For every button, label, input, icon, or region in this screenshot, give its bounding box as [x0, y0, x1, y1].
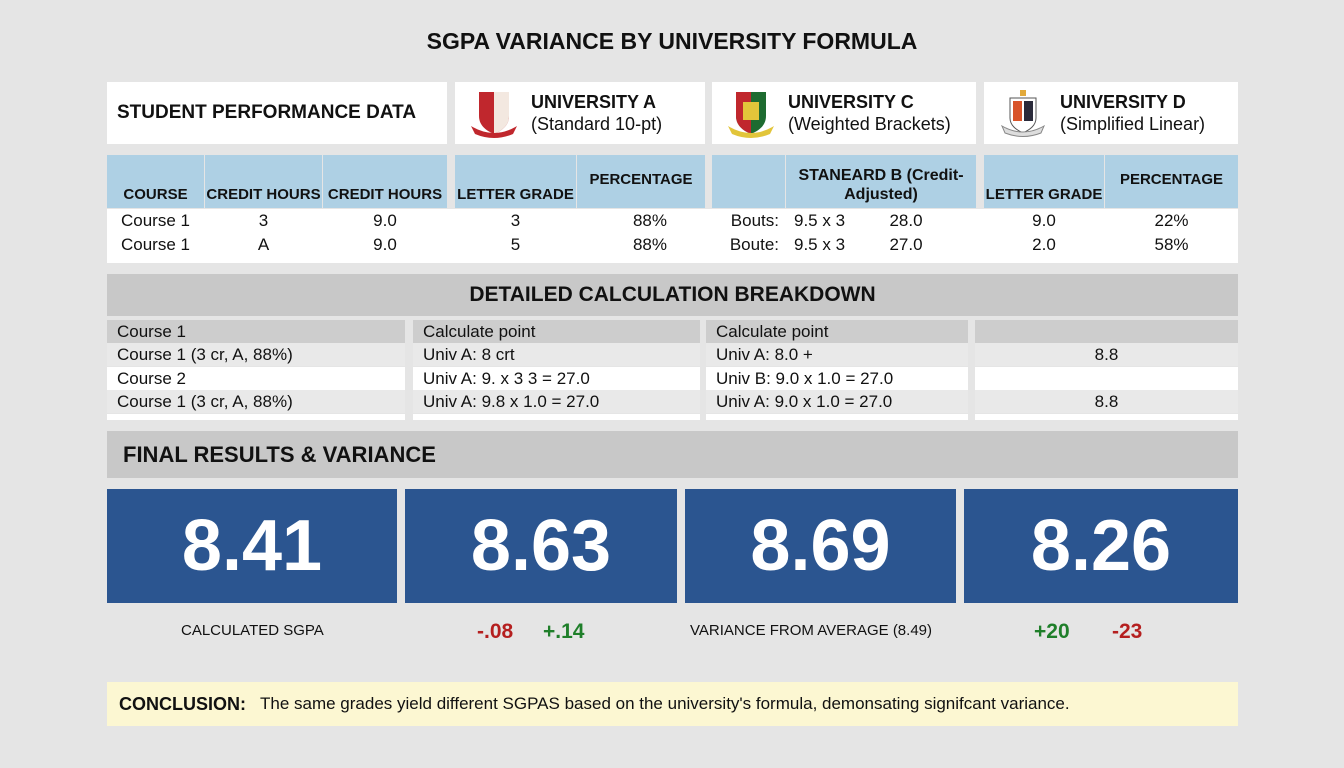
- calculated-sgpa-label: CALCULATED SGPA: [181, 622, 324, 639]
- university-c-card: UNIVERSITY C (Weighted Brackets): [712, 82, 976, 144]
- university-c-name: UNIVERSITY C: [788, 92, 914, 112]
- sgpa-university-b: 8.63: [405, 489, 677, 603]
- breakdown-spacer: [975, 414, 1238, 420]
- table-cell: 3: [205, 209, 322, 232]
- table-cell: 2.0: [984, 233, 1104, 256]
- table-cell: Bouts:: [712, 209, 785, 232]
- table-cell: 5: [455, 233, 576, 256]
- university-c-formula: (Weighted Brackets): [788, 114, 951, 134]
- breakdown-cell: 8.8: [975, 343, 1238, 366]
- col-letter-grade-d: LETTER GRADE: [984, 155, 1104, 208]
- table-cell: 28.0: [866, 209, 946, 232]
- university-a-card: UNIVERSITY A (Standard 10-pt): [455, 82, 705, 144]
- breakdown-header-cell: Calculate point: [413, 320, 700, 343]
- variance-value: -.08: [477, 620, 514, 643]
- university-d-name: UNIVERSITY D: [1060, 92, 1186, 112]
- breakdown-cell: Course 1 (3 cr, A, 88%): [107, 343, 405, 366]
- breakdown-cell: Course 1 (3 cr, A, 88%): [107, 390, 405, 413]
- student-performance-header: STUDENT PERFORMANCE DATA: [107, 82, 447, 144]
- breakdown-header-cell: Calculate point: [706, 320, 968, 343]
- col-credit-hours-2: CREDIT HOURS: [323, 155, 447, 208]
- breakdown-cell: 8.8: [975, 390, 1238, 413]
- breakdown-cell: Univ A: 9. x 3 3 = 27.0: [413, 367, 700, 390]
- table-cell: Course 1: [107, 209, 204, 232]
- col-percentage-a: PERCENTAGE: [577, 155, 705, 208]
- breakdown-cell: [975, 367, 1238, 390]
- breakdown-spacer: [706, 414, 968, 420]
- variance-value: +.14: [543, 620, 585, 643]
- col-letter-grade-a: LETTER GRADE: [455, 155, 576, 208]
- conclusion-text: The same grades yield different SGPAS ba…: [260, 694, 1070, 713]
- breakdown-cell: Univ A: 8.0 +: [706, 343, 968, 366]
- col-credit-hours: CREDIT HOURS: [205, 155, 322, 208]
- table-cell: 9.0: [984, 209, 1104, 232]
- table-cell: 9.0: [323, 233, 447, 256]
- table-cell: 22%: [1105, 209, 1238, 232]
- sgpa-university-d: 8.26: [964, 489, 1238, 603]
- table-cell: 3: [455, 209, 576, 232]
- sgpa-university-c: 8.69: [685, 489, 956, 603]
- breakdown-title: DETAILED CALCULATION BREAKDOWN: [107, 274, 1238, 316]
- university-d-crest-icon: [1000, 90, 1046, 137]
- table-cell: Boute:: [712, 233, 785, 256]
- university-a-formula: (Standard 10-pt): [531, 114, 663, 134]
- table-cell: 9.0: [323, 209, 447, 232]
- results-title: FINAL RESULTS & VARIANCE: [107, 431, 1238, 478]
- table-cell: 9.5 x 3: [786, 233, 866, 256]
- table-cell: 9.5 x 3: [786, 209, 866, 232]
- university-a-name: UNIVERSITY A: [531, 92, 657, 112]
- page-title: SGPA VARIANCE BY UNIVERSITY FORMULA: [426, 28, 918, 54]
- table-cell: 88%: [577, 209, 705, 232]
- university-c-crest-icon: [728, 92, 774, 138]
- table-cell: 58%: [1105, 233, 1238, 256]
- variance-value: -23: [1112, 620, 1143, 643]
- col-percentage-d: PERCENTAGE: [1105, 155, 1238, 208]
- university-a-crest-icon: [471, 92, 517, 138]
- col-course: COURSE: [107, 155, 204, 208]
- breakdown-cell: Univ A: 8 crt: [413, 343, 700, 366]
- table-cell: 88%: [577, 233, 705, 256]
- university-d-formula: (Simplified Linear): [1060, 114, 1206, 134]
- conclusion-label: CONCLUSION:: [119, 693, 246, 714]
- variance-value: +20: [1034, 620, 1070, 643]
- breakdown-cell: Course 2: [107, 367, 405, 390]
- breakdown-cell: Univ B: 9.0 x 1.0 = 27.0: [706, 367, 968, 390]
- breakdown-header-cell: [975, 320, 1238, 343]
- breakdown-cell: Univ A: 9.0 x 1.0 = 27.0: [706, 390, 968, 413]
- breakdown-spacer: [413, 414, 700, 420]
- variance-from-average-label: VARIANCE FROM AVERAGE (8.49): [690, 622, 932, 639]
- table-cell: Course 1: [107, 233, 204, 256]
- table-cell: A: [205, 233, 322, 256]
- sgpa-university-a: 8.41: [107, 489, 397, 603]
- university-d-card: UNIVERSITY D (Simplified Linear): [984, 82, 1238, 144]
- col-standard-b: STANEARD B (Credit-Adjusted): [786, 155, 976, 208]
- breakdown-cell: Univ A: 9.8 x 1.0 = 27.0: [413, 390, 700, 413]
- breakdown-spacer: [107, 414, 405, 420]
- breakdown-header-cell: Course 1: [107, 320, 405, 343]
- conclusion-box: CONCLUSION: The same grades yield differ…: [107, 682, 1238, 726]
- table-cell: 27.0: [866, 233, 946, 256]
- col-blank-c: [712, 155, 785, 208]
